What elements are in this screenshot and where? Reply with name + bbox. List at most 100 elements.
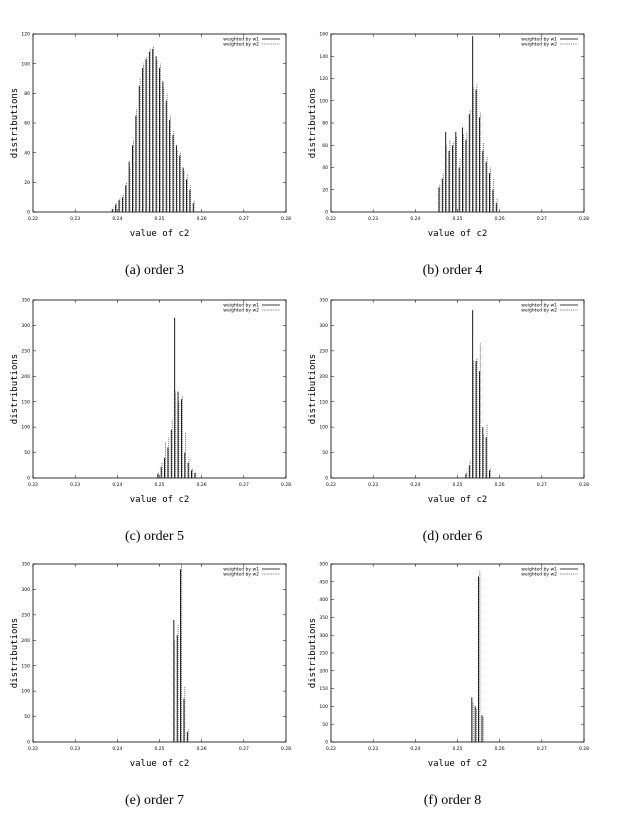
x-tick-label: 0.26 [495,216,505,222]
x-tick-label: 0.27 [537,746,547,752]
y-tick-label: 0 [325,740,328,746]
y-tick-label: 300 [21,587,30,593]
y-tick-label: 100 [21,425,30,431]
y-tick-label: 350 [319,298,328,304]
legend-label-w2: weighted by w2 [223,308,259,314]
y-tick-label: 250 [21,348,30,354]
x-axis-label: value of c2 [428,759,488,769]
y-tick-label: 250 [319,651,328,657]
y-tick-label: 80 [322,121,328,127]
caption-order-3: (a) order 3 [124,263,185,278]
x-tick-label: 0.22 [28,482,38,488]
y-tick-label: 40 [24,150,30,156]
x-tick-label: 0.25 [452,746,462,752]
y-tick-label: 100 [21,689,30,695]
plot-frame [32,563,287,743]
y-tick-label: 300 [319,633,328,639]
y-tick-label: 150 [319,686,328,692]
x-tick-label: 0.28 [579,482,589,488]
y-tick-label: 300 [319,323,328,329]
y-tick-label: 0 [325,210,328,216]
legend-label-w1: weighted by w1 [521,567,557,573]
x-tick-label: 0.22 [28,746,38,752]
legend-label-w1: weighted by w1 [223,37,259,43]
x-tick-label: 0.22 [326,746,336,752]
x-tick-label: 0.24 [112,216,122,222]
y-tick-label: 0 [27,740,30,746]
caption-order-7: (e) order 7 [124,793,185,808]
y-tick-label: 20 [322,187,328,193]
y-axis-label: distributions [308,618,318,688]
y-tick-label: 20 [24,180,30,186]
x-tick-label: 0.28 [281,746,291,752]
y-tick-label: 60 [322,143,328,149]
plot-frame [330,299,585,479]
x-tick-label: 0.25 [154,216,164,222]
x-tick-label: 0.23 [368,746,378,752]
caption-order-8: (f) order 8 [423,793,482,808]
chart-order-3: 0.22 0.23 0.24 0.25 0.26 0.27 0.28 0 20 40 60 80 100… [10,32,291,239]
x-tick-label: 0.28 [281,482,291,488]
y-axis-label: distributions [308,88,318,158]
legend-label-w1: weighted by w1 [521,303,557,309]
y-tick-label: 100 [319,704,328,710]
x-tick-label: 0.22 [326,216,336,222]
x-tick-label: 0.27 [239,746,249,752]
y-tick-label: 450 [319,579,328,585]
legend-label-w1: weighted by w1 [223,567,259,573]
y-tick-label: 160 [319,32,328,38]
x-tick-label: 0.26 [197,216,207,222]
chart-order-5: 0.22 0.23 0.24 0.25 0.26 0.27 0.28 0 50 100 150 200… [10,298,291,505]
x-tick-label: 0.23 [368,482,378,488]
y-tick-label: 100 [319,425,328,431]
x-tick-label: 0.24 [410,482,420,488]
panel-order-6: 0.22 0.23 0.24 0.25 0.26 0.27 0.28 0 50 100 150 200… [298,266,607,544]
x-tick-label: 0.23 [70,746,80,752]
panel-order-4: 0.22 0.23 0.24 0.25 0.26 0.27 0.28 0 20 40 60 80 100… [298,0,607,278]
y-tick-label: 500 [319,562,328,568]
panel-order-8: 0.22 0.23 0.24 0.25 0.26 0.27 0.28 0 50 100 150 200… [298,530,607,808]
y-tick-label: 350 [319,615,328,621]
y-tick-label: 350 [21,562,30,568]
panel-order-7: 0.22 0.23 0.24 0.25 0.26 0.27 0.28 0 50 100 150 200… [0,530,309,808]
y-tick-label: 400 [319,597,328,603]
x-tick-label: 0.25 [452,482,462,488]
x-tick-label: 0.26 [495,746,505,752]
y-axis-label: distributions [308,354,318,424]
x-tick-label: 0.25 [154,482,164,488]
y-tick-label: 250 [319,348,328,354]
y-tick-label: 50 [322,450,328,456]
y-tick-label: 150 [21,399,30,405]
y-axis-label: distributions [10,618,20,688]
panel-order-3: 0.22 0.23 0.24 0.25 0.26 0.27 0.28 0 20 40 60 80 100… [0,0,309,278]
y-tick-label: 200 [319,374,328,380]
x-tick-label: 0.28 [281,216,291,222]
x-tick-label: 0.26 [197,746,207,752]
y-tick-label: 50 [322,722,328,728]
caption-order-5: (c) order 5 [124,529,185,544]
y-tick-label: 0 [27,210,30,216]
y-tick-label: 50 [24,714,30,720]
legend-label-w2: weighted by w2 [521,42,557,48]
x-tick-label: 0.24 [410,746,420,752]
y-axis-label: distributions [10,88,20,158]
y-tick-label: 0 [27,476,30,482]
y-tick-label: 200 [21,374,30,380]
legend-label-w1: weighted by w1 [521,37,557,43]
x-tick-label: 0.25 [452,216,462,222]
chart-order-7: 0.22 0.23 0.24 0.25 0.26 0.27 0.28 0 50 100 150 200… [10,562,291,769]
y-tick-label: 0 [325,476,328,482]
x-tick-label: 0.23 [368,216,378,222]
y-tick-label: 100 [319,98,328,104]
legend-label-w1: weighted by w1 [223,303,259,309]
x-axis-label: value of c2 [130,495,190,505]
y-tick-label: 150 [21,663,30,669]
y-tick-label: 350 [21,298,30,304]
y-tick-label: 300 [21,323,30,329]
y-tick-label: 100 [21,61,30,67]
x-tick-label: 0.24 [410,216,420,222]
x-tick-label: 0.24 [112,482,122,488]
plot-frame [330,33,585,213]
x-tick-label: 0.24 [112,746,122,752]
x-tick-label: 0.27 [239,216,249,222]
